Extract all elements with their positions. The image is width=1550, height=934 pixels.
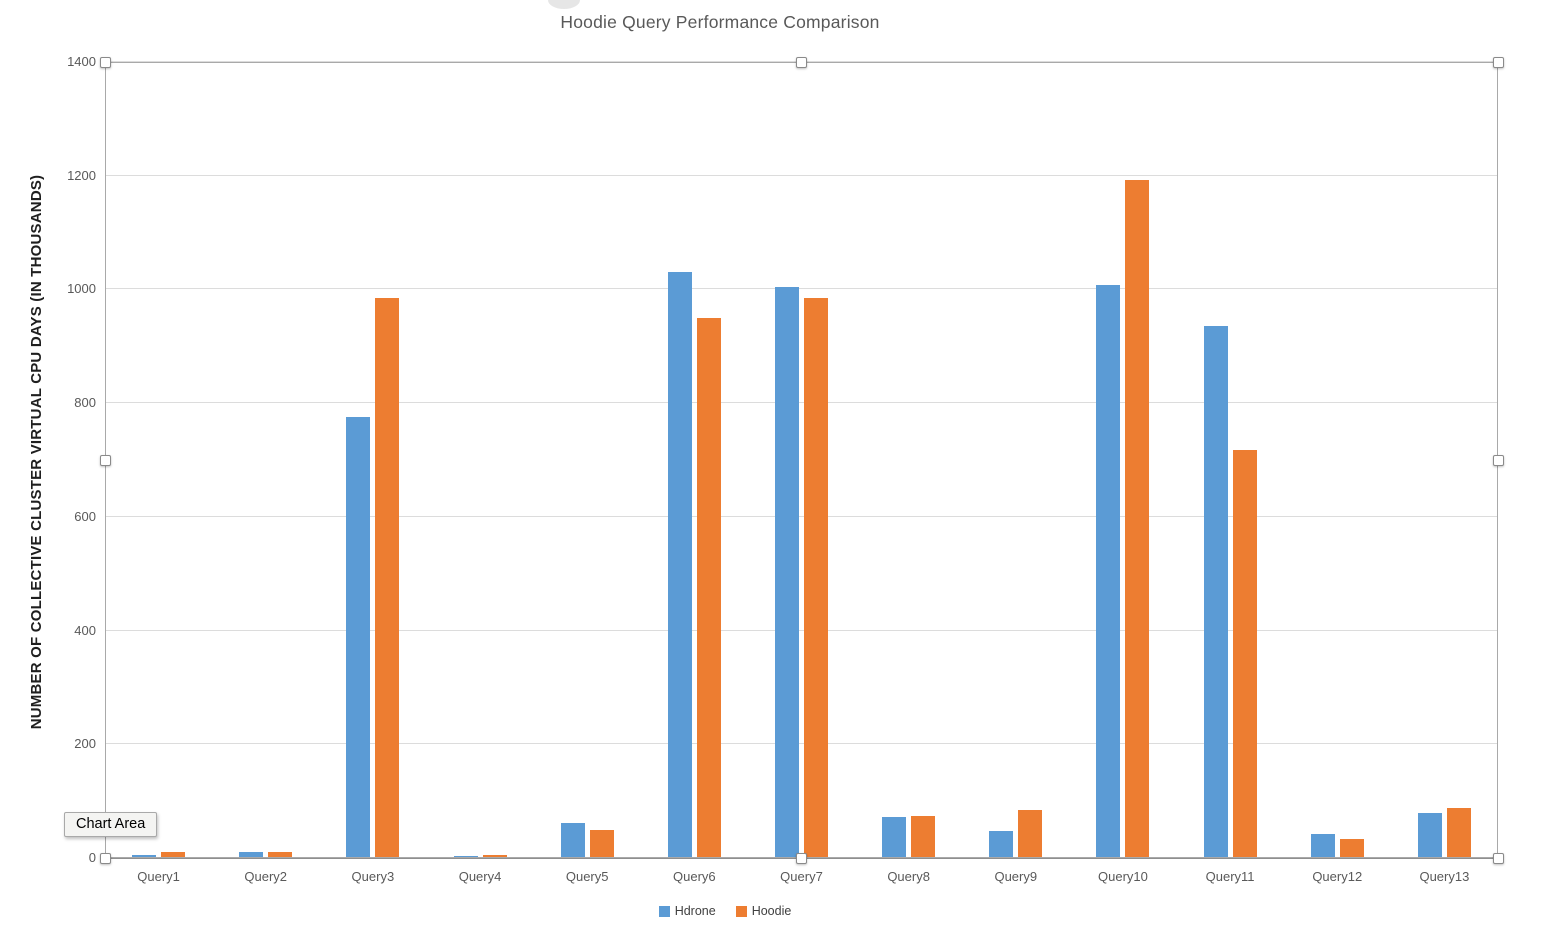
- bar-hoodie-query13[interactable]: [1446, 807, 1471, 858]
- legend-item-hdrone[interactable]: Hdrone: [658, 904, 716, 918]
- bar-hoodie-query1[interactable]: [161, 852, 186, 858]
- plot-area[interactable]: [105, 61, 1498, 859]
- bar-hdrone-query3[interactable]: [346, 417, 371, 858]
- bar-hoodie-query12[interactable]: [1339, 839, 1364, 858]
- selection-handle[interactable]: [99, 56, 111, 68]
- bar-hdrone-query10[interactable]: [1096, 284, 1121, 858]
- x-tick-label: Query8: [887, 869, 930, 884]
- bar-hdrone-query1[interactable]: [132, 855, 157, 858]
- chart-rotate-handle-artifact: [548, 0, 580, 9]
- legend-item-hoodie[interactable]: Hoodie: [735, 904, 792, 918]
- y-tick-label: 1000: [67, 281, 96, 297]
- selection-handle[interactable]: [99, 454, 111, 466]
- y-tick-label: 0: [88, 850, 96, 865]
- gridline-600: [105, 515, 1498, 517]
- bar-hdrone-query12[interactable]: [1310, 834, 1335, 858]
- bar-hoodie-query2[interactable]: [268, 852, 293, 858]
- bar-hdrone-query7[interactable]: [775, 286, 799, 858]
- bar-hdrone-query2[interactable]: [239, 852, 264, 858]
- x-tick-label: Query13: [1419, 869, 1470, 884]
- x-tick-label: Query11: [1205, 869, 1255, 884]
- y-axis-title[interactable]: NUMBER OF COLLECTIVE CLUSTER VIRTUAL CPU…: [28, 174, 45, 730]
- bar-hdrone-query6[interactable]: [667, 272, 692, 858]
- gridline-400: [105, 629, 1498, 631]
- bar-hdrone-query5[interactable]: [560, 822, 585, 858]
- legend-label: Hoodie: [751, 904, 792, 918]
- bar-hdrone-query4[interactable]: [453, 855, 478, 858]
- selection-handle[interactable]: [99, 852, 111, 864]
- bar-hdrone-query13[interactable]: [1417, 812, 1442, 858]
- x-tick-label: Query3: [351, 869, 395, 884]
- x-tick-label: Query6: [673, 869, 716, 884]
- gridline-1200: [105, 174, 1498, 176]
- bar-hoodie-query11[interactable]: [1232, 449, 1257, 858]
- legend[interactable]: Hdrone Hoodie: [0, 904, 1450, 918]
- x-tick-label: Query1: [137, 869, 180, 884]
- x-tick-label: Query2: [244, 869, 288, 884]
- bar-hoodie-query3[interactable]: [375, 297, 400, 858]
- bar-hdrone-query11[interactable]: [1203, 326, 1228, 858]
- y-tick-label: 600: [74, 508, 96, 524]
- bar-hdrone-query9[interactable]: [989, 830, 1014, 858]
- bar-hoodie-query9[interactable]: [1018, 809, 1043, 858]
- gridline-200: [105, 743, 1498, 745]
- bar-hoodie-query8[interactable]: [911, 815, 936, 858]
- y-tick-label: 800: [74, 395, 96, 411]
- selection-handle[interactable]: [1492, 56, 1504, 68]
- selection-handle[interactable]: [796, 56, 807, 68]
- gridline-800: [105, 402, 1498, 404]
- bar-hoodie-query6[interactable]: [696, 317, 721, 858]
- legend-marker-icon: [735, 905, 747, 917]
- y-tick-label: 200: [74, 736, 96, 752]
- chart-area-tooltip: Chart Area: [64, 812, 158, 837]
- bar-hoodie-query4[interactable]: [482, 855, 507, 858]
- legend-marker-icon: [658, 905, 670, 917]
- bar-hoodie-query5[interactable]: [589, 829, 614, 858]
- selection-handle[interactable]: [1492, 454, 1504, 466]
- bar-hdrone-query8[interactable]: [882, 816, 907, 858]
- bar-hoodie-query10[interactable]: [1125, 180, 1150, 858]
- selection-handle[interactable]: [796, 852, 807, 864]
- selection-handle[interactable]: [1492, 852, 1504, 864]
- x-tick-label: Query7: [780, 869, 823, 884]
- legend-label: Hdrone: [674, 904, 716, 918]
- x-tick-label: Query5: [565, 869, 609, 884]
- x-tick-label: Query4: [458, 869, 502, 884]
- x-tick-label: Query12: [1312, 869, 1363, 884]
- gridline-1000: [105, 288, 1498, 290]
- x-tick-label: Query10: [1098, 869, 1148, 884]
- chart-title[interactable]: Hoodie Query Performance Comparison: [560, 12, 880, 32]
- y-tick-label: 1200: [67, 167, 96, 183]
- y-tick-label: 400: [74, 622, 96, 638]
- y-tick-label: 1400: [67, 54, 96, 69]
- x-tick-label: Query9: [994, 869, 1038, 884]
- bar-hoodie-query7[interactable]: [804, 297, 828, 858]
